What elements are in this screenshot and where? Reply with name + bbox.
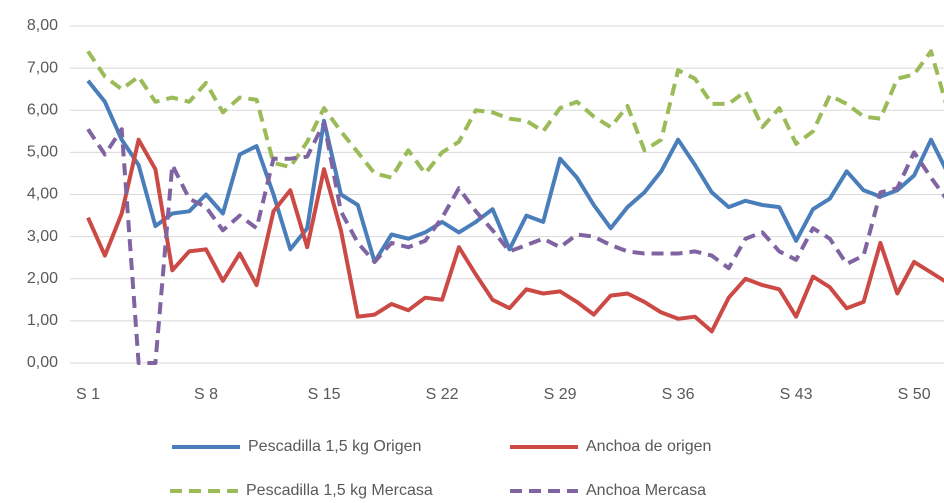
x-tick-label: S 50 xyxy=(898,386,931,403)
series-line xyxy=(86,49,944,180)
x-tick-label: S 8 xyxy=(194,386,218,403)
y-tick-label: 8,00 xyxy=(27,17,58,34)
series-line xyxy=(86,79,944,264)
legend-item: Anchoa de origen xyxy=(510,438,711,455)
series-line xyxy=(86,137,944,334)
y-tick-label: 5,00 xyxy=(27,144,58,161)
y-tick-label: 0,00 xyxy=(27,354,58,371)
legend-item: Pescadilla 1,5 kg Mercasa xyxy=(170,482,433,499)
x-tick-label: S 15 xyxy=(308,386,341,403)
y-tick-label: 3,00 xyxy=(27,228,58,245)
legend-item: Pescadilla 1,5 kg Origen xyxy=(172,438,421,455)
x-tick-label: S 22 xyxy=(426,386,459,403)
legend-label: Pescadilla 1,5 kg Mercasa xyxy=(246,482,433,499)
legend-label: Anchoa de origen xyxy=(586,438,711,455)
y-tick-label: 4,00 xyxy=(27,186,58,203)
x-tick-label: S 36 xyxy=(662,386,695,403)
x-tick-label: S 29 xyxy=(544,386,577,403)
x-tick-label: S 43 xyxy=(780,386,813,403)
legend-label: Anchoa Mercasa xyxy=(586,482,706,499)
x-tick-label: S 1 xyxy=(76,386,100,403)
legend-label: Pescadilla 1,5 kg Origen xyxy=(248,438,421,455)
y-tick-label: 2,00 xyxy=(27,270,58,287)
legend-item: Anchoa Mercasa xyxy=(510,482,706,499)
y-tick-label: 6,00 xyxy=(27,101,58,118)
y-tick-label: 1,00 xyxy=(27,312,58,329)
series-line xyxy=(86,120,944,365)
y-tick-label: 7,00 xyxy=(27,59,58,76)
